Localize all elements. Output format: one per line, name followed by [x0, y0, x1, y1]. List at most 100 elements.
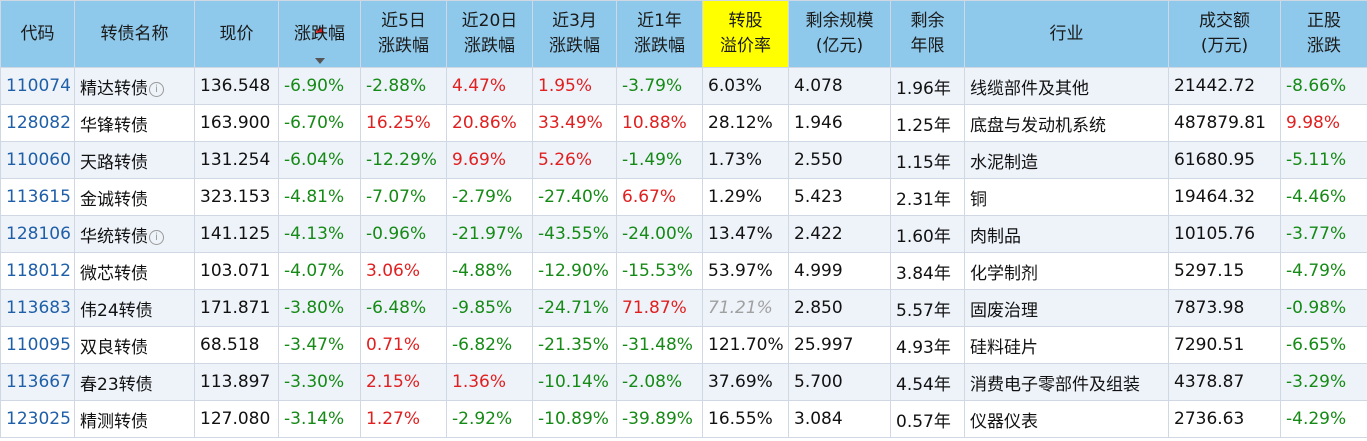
cell-code[interactable]: 110074 [0, 67, 75, 105]
cell-name[interactable]: 金诚转债 [74, 178, 195, 216]
cell-chg3m: 33.49% [532, 104, 617, 142]
col-header-price[interactable]: 现价 [194, 0, 279, 68]
col-header-chg1y[interactable]: 近1年 涨跌幅 [616, 0, 703, 68]
cell-code[interactable]: 113667 [0, 363, 75, 401]
cell-volume-value: 2736.63 [1174, 409, 1245, 429]
cell-name-value: 精达转债 [80, 78, 148, 99]
cell-name[interactable]: 华锋转债 [74, 104, 195, 142]
col-header-change[interactable]: 涨跌幅 [278, 0, 361, 68]
col-header-premium[interactable]: 转股 溢价率 [702, 0, 789, 68]
col-header-chg5d[interactable]: 近5日 涨跌幅 [360, 0, 447, 68]
cell-chg5d: 1.27% [360, 400, 447, 438]
col-header-name[interactable]: 转债名称 [74, 0, 195, 68]
cell-stock-chg-value: -4.29% [1286, 409, 1347, 429]
cell-change-value: -4.81% [284, 187, 345, 207]
info-circle-icon[interactable]: i [149, 81, 164, 97]
cell-name[interactable]: 微芯转债 [74, 252, 195, 290]
cell-chg3m-value: -10.14% [538, 372, 609, 392]
col-header-stock-chg[interactable]: 正股 涨跌 [1280, 0, 1367, 68]
cell-change: -6.04% [278, 141, 361, 179]
cell-name-value: 春23转债 [80, 374, 153, 395]
cell-price: 127.080 [194, 400, 279, 438]
cell-price-value: 323.153 [200, 187, 271, 207]
cell-premium: 71.21% [702, 289, 789, 327]
col-header-industry[interactable]: 行业 [964, 0, 1169, 68]
cell-chg3m: -24.71% [532, 289, 617, 327]
cell-chg20d: -9.85% [446, 289, 533, 327]
cell-years-value: 1.96年 [896, 78, 951, 99]
cell-scale-value: 2.850 [794, 298, 843, 318]
cell-code[interactable]: 110060 [0, 141, 75, 179]
cell-code[interactable]: 113683 [0, 289, 75, 327]
cell-chg3m-value: -43.55% [538, 224, 609, 244]
cell-chg1y-value: 71.87% [622, 298, 687, 318]
col-header-chg20d-line2: 涨跌幅 [464, 36, 515, 56]
table-row[interactable]: 110095 双良转债 68.518 -3.47% 0.71% -6.82% -21.35%… [0, 326, 1367, 364]
col-header-years-line2: 年限 [910, 36, 945, 56]
cell-chg3m: 1.95% [532, 67, 617, 105]
cell-chg1y: -31.48% [616, 326, 703, 364]
table-row[interactable]: 113683 伟24转债 171.871 -3.80% -6.48% -9.85% -24.… [0, 289, 1367, 327]
cell-years: 3.84年 [890, 252, 965, 290]
cell-change-value: -6.04% [284, 150, 345, 170]
col-header-volume[interactable]: 成交额 (万元) [1168, 0, 1281, 68]
cell-name[interactable]: 伟24转债 [74, 289, 195, 327]
cell-code[interactable]: 123025 [0, 400, 75, 438]
cell-industry-value: 线缆部件及其他 [970, 78, 1089, 99]
cell-name[interactable]: 春23转债 [74, 363, 195, 401]
cell-stock-chg: -0.98% [1280, 289, 1367, 327]
table-row[interactable]: 110074 精达转债 i 136.548 -6.90% -2.88% 4.47% 1.95%… [0, 67, 1367, 105]
col-header-code[interactable]: 代码 [0, 0, 75, 68]
cell-volume: 61680.95 [1168, 141, 1281, 179]
cell-chg3m-value: -21.35% [538, 335, 609, 355]
col-header-chg20d[interactable]: 近20日 涨跌幅 [446, 0, 533, 68]
cell-name[interactable]: 精测转债 [74, 400, 195, 438]
cell-stock-chg-value: -3.77% [1286, 224, 1347, 244]
cell-chg20d: -4.88% [446, 252, 533, 290]
info-circle-icon[interactable]: i [149, 229, 164, 245]
cell-chg1y: -24.00% [616, 215, 703, 253]
cell-years: 1.25年 [890, 104, 965, 142]
cell-code[interactable]: 128106 [0, 215, 75, 253]
table-row[interactable]: 110060 天路转债 131.254 -6.04% -12.29% 9.69% 5.26%… [0, 141, 1367, 179]
cell-code[interactable]: 113615 [0, 178, 75, 216]
cell-industry: 铜 [964, 178, 1169, 216]
col-header-chg3m[interactable]: 近3月 涨跌幅 [532, 0, 617, 68]
cell-name[interactable]: 双良转债 [74, 326, 195, 364]
cell-scale: 2.422 [788, 215, 891, 253]
table-row[interactable]: 118012 微芯转债 103.071 -4.07% 3.06% -4.88% -12.90… [0, 252, 1367, 290]
cell-chg1y-value: -31.48% [622, 335, 693, 355]
cell-code[interactable]: 118012 [0, 252, 75, 290]
table-row[interactable]: 113667 春23转债 113.897 -3.30% 2.15% 1.36% -10.14… [0, 363, 1367, 401]
cell-volume: 19464.32 [1168, 178, 1281, 216]
cell-code[interactable]: 110095 [0, 326, 75, 364]
col-header-scale[interactable]: 剩余规模 (亿元) [788, 0, 891, 68]
cell-chg5d-value: -2.88% [366, 76, 427, 96]
table-row[interactable]: 113615 金诚转债 323.153 -4.81% -7.07% -2.79% -27.4… [0, 178, 1367, 216]
cell-code[interactable]: 128082 [0, 104, 75, 142]
cell-chg3m-value: -24.71% [538, 298, 609, 318]
cell-premium-value: 37.69% [708, 372, 773, 392]
cell-scale: 25.997 [788, 326, 891, 364]
table-row[interactable]: 128106 华统转债 i 141.125 -4.13% -0.96% -21.97% -43… [0, 215, 1367, 253]
cell-change-value: -3.80% [284, 298, 345, 318]
cell-industry: 底盘与发动机系统 [964, 104, 1169, 142]
cell-scale-value: 1.946 [794, 113, 843, 133]
cell-name[interactable]: 天路转债 [74, 141, 195, 179]
cell-name[interactable]: 精达转债 i [74, 67, 195, 105]
cell-chg5d-value: 0.71% [366, 335, 421, 355]
cell-years-value: 3.84年 [896, 263, 951, 284]
cell-chg1y-value: -15.53% [622, 261, 693, 281]
cell-chg5d: -6.48% [360, 289, 447, 327]
cell-name[interactable]: 华统转债 i [74, 215, 195, 253]
table-row[interactable]: 123025 精测转债 127.080 -3.14% 1.27% -2.92% -10.89… [0, 400, 1367, 438]
cell-stock-chg-value: -4.79% [1286, 261, 1347, 281]
table-row[interactable]: 128082 华锋转债 163.900 -6.70% 16.25% 20.86% 33.49… [0, 104, 1367, 142]
cell-industry-value: 底盘与发动机系统 [970, 115, 1106, 136]
col-header-years[interactable]: 剩余 年限 [890, 0, 965, 68]
cell-volume: 7290.51 [1168, 326, 1281, 364]
cell-industry-value: 仪器仪表 [970, 411, 1038, 432]
cell-chg5d-value: 16.25% [366, 113, 431, 133]
cell-chg5d: 16.25% [360, 104, 447, 142]
cell-change: -4.81% [278, 178, 361, 216]
